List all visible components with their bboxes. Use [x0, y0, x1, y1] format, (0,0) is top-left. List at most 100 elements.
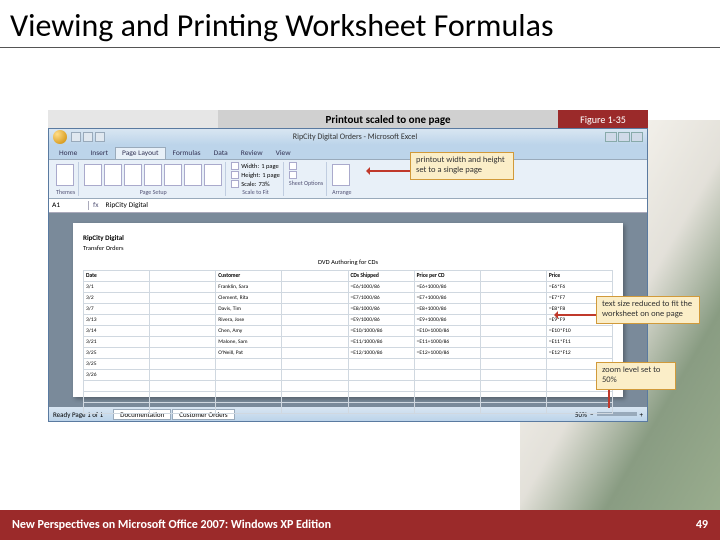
table-row: 3/13Rivera, Jose=E9/1000/86=E9+1000/86=E… — [84, 315, 613, 326]
sheet-company: RipCity Digital — [83, 233, 613, 242]
excel-window: RipCity Digital Orders - Microsoft Excel… — [48, 128, 648, 422]
zoom-in-button[interactable]: + — [640, 410, 644, 419]
arrange-icon[interactable] — [332, 164, 350, 186]
table-cell: =E7/1000/86 — [348, 293, 414, 304]
tab-formulas[interactable]: Formulas — [167, 148, 207, 159]
table-cell — [414, 370, 480, 381]
tab-data[interactable]: Data — [208, 148, 234, 159]
qat-undo-icon[interactable] — [83, 132, 93, 142]
sheet-subtitle: Transfer Orders — [83, 244, 613, 252]
table-cell — [150, 348, 216, 359]
table-cell: =E11+1000/86 — [414, 337, 480, 348]
table-cell: Davis, Tim — [216, 304, 282, 315]
table-cell — [480, 304, 546, 315]
tab-insert[interactable]: Insert — [84, 148, 114, 159]
table-cell: 3/26 — [84, 370, 150, 381]
table-cell — [150, 293, 216, 304]
tab-view[interactable]: View — [270, 148, 297, 159]
ribbon: Themes Page Setup Width: 1 page Height: — [49, 159, 647, 199]
slide-footer: New Perspectives on Microsoft Office 200… — [0, 510, 720, 540]
table-cell — [480, 315, 546, 326]
breaks-icon[interactable] — [164, 164, 182, 186]
ribbon-group-sheet: Sheet Options — [286, 162, 327, 196]
table-row: 3/2Clement, Rita=E7/1000/86=E7+1000/86=E… — [84, 293, 613, 304]
table-row: 3/26 — [84, 370, 613, 381]
table-cell: 3/14 — [84, 326, 150, 337]
margins-icon[interactable] — [84, 164, 102, 186]
scale-scale-value[interactable]: 73% — [258, 180, 269, 188]
table-header-cell — [282, 271, 348, 282]
slide-title: Viewing and Printing Worksheet Formulas — [0, 0, 720, 48]
table-cell — [480, 370, 546, 381]
table-cell: =E7+1000/86 — [414, 293, 480, 304]
print-preview-page: RipCity Digital Transfer Orders DVD Auth… — [73, 223, 623, 397]
fx-icon[interactable]: fx — [89, 201, 103, 210]
table-header-cell: Price — [546, 271, 612, 282]
table-cell: =E12+1000/86 — [414, 348, 480, 359]
table-cell: =E9/1000/86 — [348, 315, 414, 326]
background-icon[interactable] — [184, 164, 202, 186]
table-cell — [150, 326, 216, 337]
document-title: RipCity Digital Orders - Microsoft Excel — [105, 132, 605, 142]
arrow-zoom — [608, 388, 610, 408]
table-cell: =E12*F12 — [546, 348, 612, 359]
table-row: 3/1Franklin, Sara=E6/1000/86=E6+1000/86=… — [84, 282, 613, 293]
titlebar: RipCity Digital Orders - Microsoft Excel — [49, 129, 647, 145]
formula-bar: A1 fx RipCity Digital — [49, 199, 647, 213]
table-cell — [414, 359, 480, 370]
table-cell — [150, 370, 216, 381]
table-cell — [282, 326, 348, 337]
table-cell: =E11*F11 — [546, 337, 612, 348]
table-cell: 3/13 — [84, 315, 150, 326]
table-cell: Chen, Amy — [216, 326, 282, 337]
orientation-icon[interactable] — [104, 164, 122, 186]
table-header-cell: Customer — [216, 271, 282, 282]
table-cell — [348, 370, 414, 381]
figure-caption: Printout scaled to one page — [218, 110, 558, 128]
table-cell: =E8/1000/86 — [348, 304, 414, 315]
ribbon-tabs: Home Insert Page Layout Formulas Data Re… — [49, 145, 647, 159]
table-cell: =E6*F6 — [546, 282, 612, 293]
size-icon[interactable] — [124, 164, 142, 186]
table-row: 3/25 — [84, 359, 613, 370]
print-titles-icon[interactable] — [204, 164, 222, 186]
callout-zoom: zoom level set to 50% — [596, 362, 676, 390]
tab-review[interactable]: Review — [235, 148, 269, 159]
width-icon — [231, 162, 239, 170]
office-button[interactable] — [53, 130, 67, 144]
figure-container: Printout scaled to one page Figure 1-35 … — [48, 110, 648, 422]
table-cell — [480, 326, 546, 337]
themes-icon[interactable] — [56, 164, 74, 186]
tab-home[interactable]: Home — [53, 148, 83, 159]
scale-height-value[interactable]: 1 page — [262, 171, 280, 179]
table-cell — [150, 359, 216, 370]
table-cell: =E12/1000/86 — [348, 348, 414, 359]
quick-access-toolbar — [71, 132, 105, 142]
name-box[interactable]: A1 — [49, 201, 89, 210]
table-cell — [150, 315, 216, 326]
table-cell: 3/2 — [84, 293, 150, 304]
table-cell — [282, 370, 348, 381]
table-cell — [150, 282, 216, 293]
qat-redo-icon[interactable] — [95, 132, 105, 142]
tab-page-layout[interactable]: Page Layout — [115, 147, 166, 159]
table-cell: Malone, Sam — [216, 337, 282, 348]
table-cell: Clement, Rita — [216, 293, 282, 304]
formula-content[interactable]: RipCity Digital — [103, 201, 151, 210]
table-cell — [282, 315, 348, 326]
print-area-icon[interactable] — [144, 164, 162, 186]
qat-save-icon[interactable] — [71, 132, 81, 142]
table-header-cell: Date — [84, 271, 150, 282]
arrow-scale — [368, 170, 410, 172]
close-button[interactable] — [631, 132, 643, 142]
ribbon-group-arrange: Arrange — [329, 162, 354, 196]
table-cell — [216, 370, 282, 381]
maximize-button[interactable] — [618, 132, 630, 142]
scale-width-value[interactable]: 1 page — [261, 162, 279, 170]
worksheet-table: DateCustomerCDs ShippedPrice per CDPrice… — [83, 270, 613, 414]
minimize-button[interactable] — [605, 132, 617, 142]
table-cell: 3/21 — [84, 337, 150, 348]
table-row: 3/14Chen, Amy=E10/1000/86=E10+1000/86=E1… — [84, 326, 613, 337]
table-cell: 3/25 — [84, 348, 150, 359]
table-cell: =E8+1000/86 — [414, 304, 480, 315]
